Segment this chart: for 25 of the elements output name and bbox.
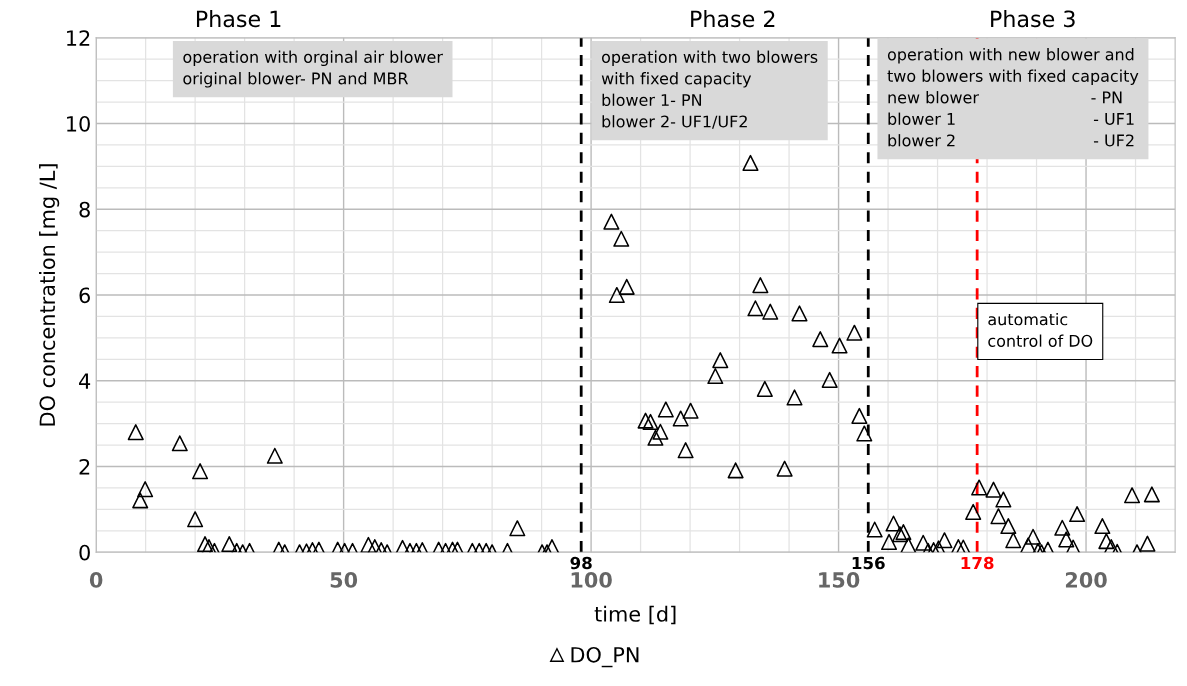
y-tick-label: 12 [67,30,90,46]
y-tick-label: 2 [79,458,90,475]
ref-line-label: 98 [570,556,592,570]
annotation: operation with new blower and two blowers with fixed capacity new blower - PN blower 1 - UF1 blower 2 - UF2 [887,48,1139,147]
legend-label: DO_PN [571,646,639,668]
x-tick-label: 50 [330,572,358,588]
ref-line-label: 178 [961,556,994,570]
x-tick-label: 0 [89,572,103,588]
y-axis-title: DO concentration [mg /L] [39,164,60,426]
x-axis-title: time [d] [594,605,676,625]
ref-line-label: 156 [852,556,885,570]
x-tick-label: 100 [571,572,612,588]
text: Phase 3 [991,10,1075,28]
text: Phase 1 [196,10,281,28]
x-tick-label: 150 [819,572,860,588]
y-tick-label: 8 [79,201,90,218]
y-tick-label: 10 [67,115,90,132]
annotation: operation with two blowers with fixed capacity blower 1- PN blower 2- UF1/UF2 [601,50,818,129]
annotation: automatic control of DO [988,312,1093,347]
x-tick-label: 200 [1065,572,1107,588]
y-tick-label: 4 [79,373,91,389]
y-tick-label: 0 [79,544,90,561]
annotation: operation with orginal air blower original blower- PN and MBR [183,50,443,88]
text: Phase 2 [691,10,775,28]
y-tick-label: 6 [79,287,90,304]
